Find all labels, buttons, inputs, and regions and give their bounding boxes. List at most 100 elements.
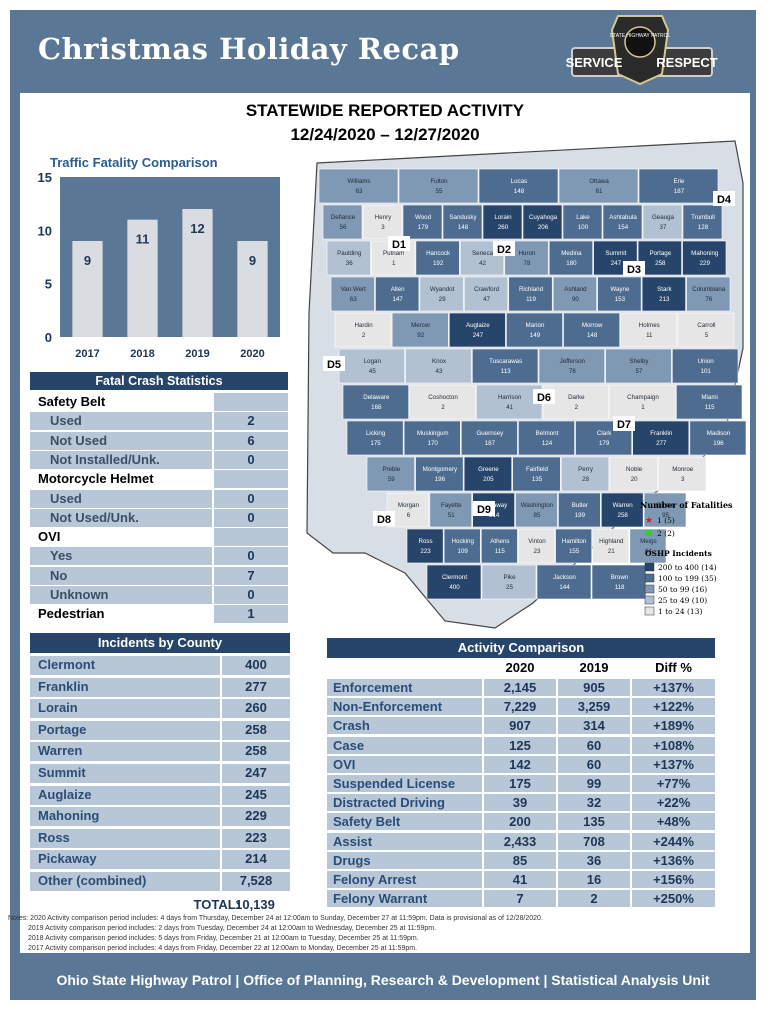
county-value-label: 37	[660, 224, 667, 231]
activity-2020: 41	[484, 871, 556, 888]
county-shape	[442, 204, 483, 240]
county-shape	[460, 420, 518, 456]
activity-2020: 39	[484, 794, 556, 812]
county-shape	[375, 276, 420, 312]
county-name-label: Cuyahoga	[529, 214, 558, 221]
district-box	[623, 261, 645, 276]
county-name-label: Fairfield	[526, 466, 549, 473]
county-shape	[338, 348, 405, 384]
county-shape	[605, 348, 672, 384]
county-name-label: Franklin	[650, 430, 673, 437]
county-name-label: Union	[698, 358, 715, 365]
activity-2019: 60	[558, 755, 630, 773]
county-name-label: Fulton	[430, 178, 448, 185]
county-name-label: Ottawa	[589, 178, 609, 185]
fatality-bar-chart: 0 5 10 15 9 2017 11 2018 12 2019 9 2020	[38, 173, 280, 360]
activity-label: OVI	[327, 755, 482, 773]
county-shape	[638, 168, 719, 204]
activity-2019: 36	[558, 851, 630, 869]
chart-title: Traffic Fatality Comparison	[50, 155, 218, 170]
county-value: 247	[222, 764, 290, 783]
note-line: 2018 Activity comparison period includes…	[28, 935, 419, 942]
county-shape	[415, 456, 464, 492]
activity-diff: +77%	[632, 775, 715, 792]
county-value-label: 47	[483, 296, 490, 303]
x-tick-label: 2020	[240, 348, 264, 360]
county-name-label: Clinton	[656, 502, 676, 509]
county-value-label: 25	[506, 584, 513, 591]
county-value: 229	[222, 807, 290, 827]
county-value-label: 1	[641, 404, 645, 411]
legend-range: 200 to 400 (14)	[658, 563, 717, 572]
county-value-label: 258	[655, 260, 666, 267]
county-name-label: Carroll	[697, 322, 715, 329]
county-name-label: Butler	[572, 502, 588, 509]
county-name-label: Hocking	[452, 538, 475, 545]
district-label: D3	[627, 264, 641, 276]
county-name-label: Meigs	[640, 538, 657, 545]
activity-2020: 142	[484, 755, 556, 773]
activity-diff: +136%	[632, 851, 715, 869]
county-name-label: Champaign	[627, 394, 659, 401]
county-value-label: 128	[698, 224, 709, 231]
badge-service-text: SERVICE	[566, 55, 623, 70]
district-label: D1	[392, 239, 406, 251]
county-name-label: Ross	[419, 538, 433, 545]
county-shape	[326, 240, 371, 276]
county-value-label: 78	[524, 260, 531, 267]
county-shape	[518, 420, 575, 456]
county-shape	[602, 204, 643, 240]
county-value-label: 247	[611, 260, 622, 267]
county-value: 214	[222, 850, 290, 870]
county-name: Ross	[30, 828, 220, 848]
county-value-label: 5	[705, 332, 709, 339]
county-name-label: Muskingum	[417, 430, 449, 437]
county-shape	[403, 420, 461, 456]
header: Christmas Holiday Recap STATE HIGHWAY PA…	[10, 10, 756, 90]
county-value-label: 229	[700, 260, 711, 267]
county-value-label: 148	[458, 224, 469, 231]
fatal-row-label: Unknown	[30, 586, 212, 604]
county-value-label: 41	[506, 404, 513, 411]
activity-label: Safety Belt	[327, 813, 482, 831]
activity-diff: +122%	[632, 698, 715, 716]
county-name-label: Jackson	[553, 574, 576, 581]
county-value-label: 11	[646, 332, 653, 339]
county-value-label: 64	[645, 548, 652, 555]
county-name-label: Holmes	[639, 322, 660, 329]
county-name-label: Noble	[626, 466, 643, 473]
fatal-row-label: Used	[30, 489, 212, 508]
fatal-stats-header: Fatal Crash Statistics	[30, 372, 288, 390]
county-name-label: Hamilton	[562, 538, 587, 545]
county-shape	[562, 204, 603, 240]
county-shape	[641, 276, 686, 312]
county-name-label: Richland	[519, 286, 544, 293]
county-value-label: 170	[428, 440, 439, 447]
district-label: D2	[497, 244, 511, 256]
county-value-label: 45	[369, 368, 376, 375]
data-label: 12	[190, 221, 204, 236]
county-name-label: Stark	[657, 286, 672, 293]
county-name-label: Summit	[605, 250, 626, 257]
bar	[72, 241, 103, 337]
fatal-row-label: Used	[30, 412, 212, 431]
activity-col-header: Diff %	[632, 659, 715, 677]
county-name-label: Brown	[611, 574, 629, 581]
county-value: 245	[222, 785, 290, 805]
county-shape	[593, 240, 638, 276]
legend-incidents-title: OSHP Incidents	[645, 549, 712, 558]
county-value-label: 2	[362, 332, 366, 339]
county-name-label: Tuscarawas	[489, 358, 522, 365]
county-value-label: 155	[569, 548, 580, 555]
county-value-label: 135	[532, 476, 543, 483]
county-shape	[448, 312, 506, 348]
county-shape	[506, 312, 563, 348]
county-shape	[591, 564, 647, 600]
county-value-label: 400	[449, 584, 460, 591]
county-shape	[563, 312, 621, 348]
county-name-label: Paulding	[337, 250, 362, 257]
county-shape	[482, 204, 523, 240]
county-name-label: Trumbull	[691, 214, 715, 221]
district-box	[473, 501, 495, 516]
activity-diff: +244%	[632, 832, 715, 850]
